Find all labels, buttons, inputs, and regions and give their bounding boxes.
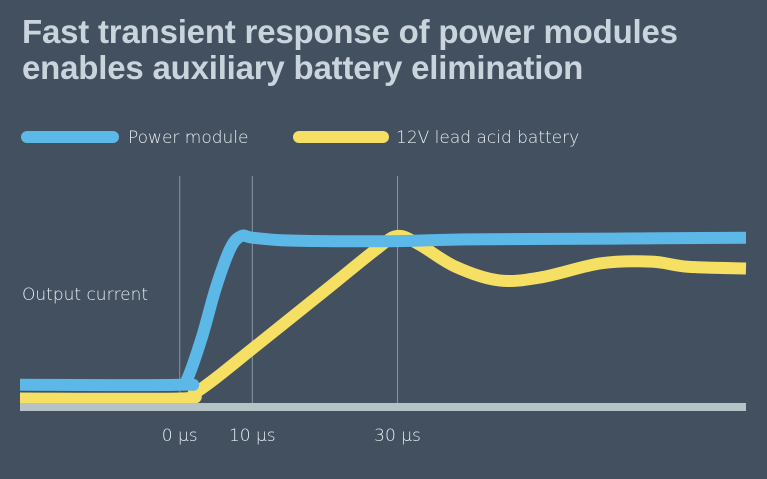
legend-label-battery: 12V lead acid battery [396,128,579,148]
legend: Power module 12V lead acid battery [21,128,579,148]
x-axis [20,403,746,411]
series-line-battery [19,229,747,405]
title-line-2: enables auxiliary battery elimination [22,49,584,86]
x-tick-label: 10 µs [229,426,276,446]
title-line-1: Fast transient response of power modules [22,13,678,50]
x-tick-label: 0 µs [162,426,198,446]
series-line-power-module [19,229,747,392]
y-axis-label: Output current [22,285,148,305]
legend-label-power-module: Power module [128,128,249,148]
chart-title: Fast transient response of power modules… [22,14,678,86]
x-tick-label: 30 µs [374,426,421,446]
